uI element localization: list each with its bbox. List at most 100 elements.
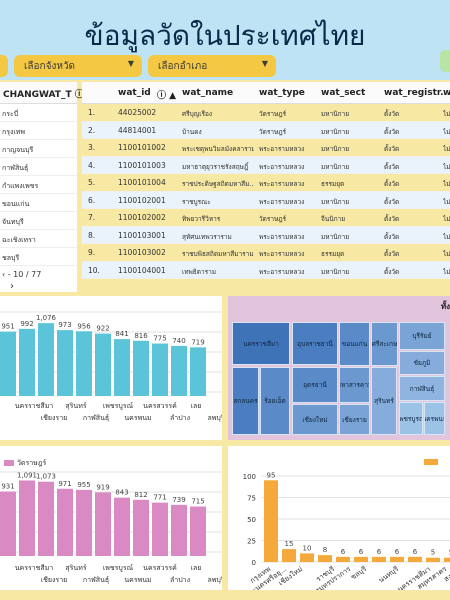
legend-swatch-orange bbox=[424, 459, 438, 465]
cell-name: พระเชตุพนวิมลมังคลาราม bbox=[182, 145, 254, 153]
bar[interactable] bbox=[95, 492, 111, 556]
bar[interactable] bbox=[57, 488, 73, 556]
treemap-cell[interactable]: บุรีรัมย์ bbox=[399, 322, 445, 350]
dropdown-region[interactable] bbox=[0, 55, 8, 77]
province-row[interactable]: กาฬสินธุ์ bbox=[0, 158, 77, 176]
dropdown-district[interactable]: เลือกอำเภอ ▼ bbox=[148, 55, 276, 77]
bar-value-label: 6 bbox=[341, 548, 346, 556]
province-row[interactable]: กำแพงเพชร bbox=[0, 176, 77, 194]
column-header-wat-registration[interactable]: wat_registr... bbox=[384, 88, 450, 98]
column-header-wat-type[interactable]: wat_type bbox=[259, 88, 305, 98]
province-row[interactable]: ฉะเชิงเทรา bbox=[0, 230, 77, 248]
bar[interactable] bbox=[38, 481, 54, 556]
bar[interactable] bbox=[0, 491, 16, 556]
province-row[interactable]: จันทบุรี bbox=[0, 212, 77, 230]
treemap-cell[interactable]: นครพนม bbox=[424, 402, 445, 435]
cell-reg: ตั้งวัด bbox=[384, 145, 400, 153]
bar[interactable] bbox=[95, 333, 111, 396]
bar[interactable] bbox=[171, 504, 187, 556]
column-header-wa[interactable]: wa bbox=[443, 88, 450, 98]
cell-wa: ไม่ bbox=[443, 250, 450, 258]
green-action-button[interactable] bbox=[440, 50, 450, 72]
table-row[interactable]: 5. 1100101004 ราชประดิษฐสถิตมหาสีม... พระอา… bbox=[82, 174, 450, 192]
treemap-cell[interactable]: ศรีสะเกษ bbox=[371, 322, 398, 366]
bar[interactable] bbox=[133, 340, 149, 396]
table-row[interactable]: 2. 44814001 บ้านดง วัดราษฎร์ มหานิกาย ตั้งวัด… bbox=[82, 121, 450, 139]
column-header-wat-sect[interactable]: wat_sect bbox=[321, 88, 366, 98]
bar[interactable] bbox=[190, 347, 206, 396]
bar[interactable] bbox=[354, 556, 368, 562]
dropdown-province[interactable]: เลือกจังหวัด ▼ bbox=[14, 55, 142, 77]
table-row[interactable]: 1. 44025002 ศรีบุญเรือง วัดราษฎร์ มหานิกาย ตั… bbox=[82, 104, 450, 122]
province-row[interactable]: ขอนแก่น bbox=[0, 194, 77, 212]
treemap-cell[interactable]: ขอนแก่น bbox=[339, 322, 370, 366]
bar[interactable] bbox=[190, 506, 206, 557]
bar-value-label: 5 bbox=[431, 549, 435, 557]
bar[interactable] bbox=[336, 556, 350, 562]
cell-type: พระอารามหลวง bbox=[259, 250, 305, 258]
cell-id: 1100103001 bbox=[118, 230, 166, 240]
bar-value-label: 931 bbox=[1, 483, 14, 491]
bar[interactable] bbox=[300, 553, 314, 562]
pager-next-icon[interactable]: › bbox=[10, 281, 14, 292]
cell-sect: ธรรมยุต bbox=[321, 250, 345, 258]
table-row[interactable]: 3. 1100101002 พระเชตุพนวิมลมังคลาราม พระอาร… bbox=[82, 139, 450, 157]
x-axis-label: นครราชสีมา bbox=[15, 402, 54, 410]
bar[interactable] bbox=[426, 557, 440, 562]
bar-value-label: 10 bbox=[303, 544, 312, 552]
treemap-cell[interactable]: เพชรบูรณ์ bbox=[399, 402, 423, 435]
column-header-wat-name[interactable]: wat_name bbox=[182, 88, 234, 98]
province-row[interactable]: กระบี่ bbox=[0, 104, 77, 122]
column-header-wat-id[interactable]: wat_id bbox=[118, 88, 151, 98]
bar[interactable] bbox=[114, 497, 130, 556]
treemap-cell[interactable]: นครราชสีมา bbox=[232, 322, 290, 365]
province-row[interactable]: ชลบุรี bbox=[0, 248, 77, 266]
bar[interactable] bbox=[318, 555, 332, 562]
cell-n: 4. bbox=[88, 160, 96, 170]
treemap-cell[interactable]: เชียงใหม่ bbox=[292, 404, 338, 435]
bar[interactable] bbox=[19, 480, 35, 556]
bar[interactable] bbox=[76, 331, 92, 396]
x-axis-label: ลพบุรี bbox=[207, 576, 222, 584]
pager-prev-icon[interactable]: ‹ bbox=[2, 270, 6, 279]
treemap-cell[interactable]: สกลนคร bbox=[232, 367, 259, 435]
treemap-cell[interactable]: อุบลราชธานี bbox=[292, 322, 338, 365]
bar[interactable] bbox=[408, 556, 422, 562]
column-header-changwat: CHANGWAT_T bbox=[3, 90, 72, 100]
cell-type: พระอารามหลวง bbox=[259, 267, 305, 276]
bar[interactable] bbox=[114, 339, 130, 396]
bar[interactable] bbox=[390, 556, 404, 562]
bar-value-label: 992 bbox=[20, 320, 33, 328]
bar[interactable] bbox=[282, 549, 296, 562]
bar[interactable] bbox=[76, 489, 92, 556]
bar[interactable] bbox=[133, 499, 149, 556]
treemap-cell[interactable]: มหาสารคาม bbox=[339, 367, 370, 403]
table-row[interactable]: 7. 1100102002 ทิพยวารีวิหาร วัดราษฎร์ จีนนิก… bbox=[82, 209, 450, 227]
treemap-cell[interactable]: เชียงราย bbox=[339, 404, 370, 435]
treemap-cell[interactable]: สุรินทร์ bbox=[371, 367, 397, 435]
bar[interactable] bbox=[171, 345, 187, 396]
treemap-cell[interactable]: กาฬสินธุ์ bbox=[399, 376, 445, 401]
bar[interactable] bbox=[152, 502, 168, 556]
province-row[interactable]: กรุงเทพ bbox=[0, 122, 77, 140]
treemap-cell[interactable]: ร้อยเอ็ด bbox=[260, 367, 290, 435]
bar[interactable] bbox=[19, 328, 35, 396]
bar[interactable] bbox=[264, 480, 278, 562]
table-row[interactable]: 9. 1100103002 ราชบพิธสถิตมหาสีมาราม พระอารา… bbox=[82, 244, 450, 262]
bar[interactable] bbox=[372, 556, 386, 562]
table-row[interactable]: 10. 1100104001 เทพธิดาราม พระอารามหลวง มหานิ… bbox=[82, 261, 450, 279]
treemap-cell[interactable]: อุดรธานี bbox=[292, 367, 338, 403]
bar[interactable] bbox=[0, 331, 16, 396]
bar[interactable] bbox=[57, 330, 73, 396]
table-row[interactable]: 4. 1100101003 มหาธาตุยุวราชรังสฤษฎิ์ พระอาร… bbox=[82, 156, 450, 174]
bar[interactable] bbox=[38, 323, 54, 396]
treemap-cell[interactable]: ชัยภูมิ bbox=[399, 351, 445, 375]
province-row[interactable]: กาญจนบุรี bbox=[0, 140, 77, 158]
cell-type: พระอารามหลวง bbox=[259, 232, 305, 241]
cell-id: 1100102002 bbox=[118, 213, 166, 222]
bar[interactable] bbox=[152, 343, 168, 396]
bar[interactable] bbox=[444, 557, 450, 562]
province-table-header[interactable]: CHANGWAT_T ⓘ ⋮ bbox=[0, 82, 96, 104]
table-row[interactable]: 6. 1100102001 ราชบูรณะ พระอารามหลวง มหานิกาย… bbox=[82, 191, 450, 209]
table-row[interactable]: 8. 1100103001 สุทัศนเทพวราราม พระอารามหลวง ม… bbox=[82, 226, 450, 244]
